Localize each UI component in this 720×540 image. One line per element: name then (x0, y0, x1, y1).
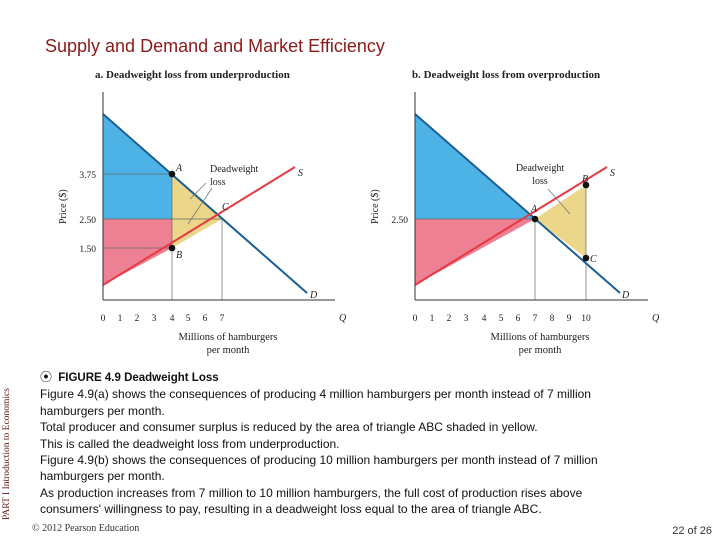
panel-b-supply-curve (414, 166, 608, 286)
panel-a-annotation-arrow-1 (189, 182, 207, 200)
panel-b-x-axis-label-line2: per month (519, 345, 563, 356)
panel-a-producer-surplus (103, 219, 172, 285)
panel-a-label-d: D (309, 290, 318, 301)
panel-b-annotation-arrow (547, 188, 571, 215)
panel-a-ytick-250: 2.50 (79, 216, 96, 226)
panel-b-xtick: 9 (567, 314, 572, 324)
caption-heading: ⦿ FIGURE 4.9 Deadweight Loss (40, 369, 670, 386)
panel-b-point-b (582, 181, 590, 189)
panel-a-x-axis-label-line1: Millions of hamburgers (179, 332, 278, 343)
panel-a-diagram: a. Deadweight loss from underproduction … (58, 69, 347, 356)
panel-b-point-c (582, 254, 590, 262)
figure-bullet-icon: ⦿ (40, 370, 53, 384)
panel-b-label-c: C (590, 254, 597, 265)
panel-a-annotation-line1: Deadweight (210, 164, 259, 175)
panel-a-q-label: Q (339, 313, 347, 324)
panel-b-title: b. Deadweight loss from overproduction (412, 69, 600, 81)
figure-label: FIGURE 4.9 (58, 372, 121, 384)
panel-b-y-axis-label: Price ($) (370, 189, 381, 224)
page-number: 22 of 26 (672, 525, 712, 537)
copyright-notice: © 2012 Pearson Education (32, 523, 140, 534)
figure-title: Deadweight Loss (124, 372, 219, 384)
panel-a-ytick-150: 1.50 (79, 245, 96, 255)
panel-b-label-d: D (621, 290, 630, 301)
panel-a-supply-curve (102, 166, 296, 286)
panel-b-point-a (531, 215, 539, 223)
side-label-text: PART I Introduction to Economics (2, 388, 12, 520)
side-label: PART I Introduction to Economics (2, 360, 16, 520)
panel-a-point-a (168, 170, 176, 178)
panel-a-x-axis-label-line2: per month (207, 345, 251, 356)
panel-b-producer-surplus (415, 219, 535, 285)
panel-b-x-axis-label-line1: Millions of hamburgers (491, 332, 590, 343)
caption-line: Figure 4.9(b) shows the consequences of … (40, 453, 598, 468)
panel-b-demand-curve (414, 113, 621, 294)
panel-b-annotation-line1: Deadweight (516, 163, 565, 174)
panel-b-label-a: A (530, 204, 538, 215)
panel-a-consumer-surplus (103, 114, 172, 219)
caption-line: consumers' willingness to pay, resulting… (40, 502, 542, 517)
panel-a-xtick: 6 (203, 314, 208, 324)
panel-a-xtick: 7 (220, 314, 225, 324)
panel-b-xtick: 2 (447, 314, 452, 324)
panel-a-label-c: C (222, 202, 229, 213)
caption-line: This is called the deadweight loss from … (40, 436, 340, 451)
panel-a-xtick: 4 (170, 314, 175, 324)
panel-a-xtick: 3 (152, 314, 157, 324)
panel-b-q-label: Q (652, 313, 660, 324)
panel-b-xtick: 10 (581, 314, 591, 324)
panel-b-ytick-250: 2.50 (391, 216, 408, 226)
panel-a-ytick-375: 3.75 (79, 171, 96, 181)
panel-a-xtick: 5 (186, 314, 191, 324)
figure-caption: ⦿ FIGURE 4.9 Deadweight Loss Figure 4.9(… (40, 369, 670, 518)
panel-b-xtick: 5 (499, 314, 504, 324)
panel-a-label-a: A (175, 163, 183, 174)
panel-a-label-s: S (298, 168, 303, 179)
slide-title: Supply and Demand and Market Efficiency (45, 36, 385, 56)
panel-a-demand-curve (102, 113, 308, 294)
panel-a-annotation-arrow-2 (187, 187, 213, 225)
caption-line: Total producer and consumer surplus is r… (40, 420, 538, 435)
panel-a-title: a. Deadweight loss from underproduction (95, 69, 290, 81)
panel-b-xtick: 8 (550, 314, 555, 324)
panel-b-deadweight-triangle (535, 185, 586, 258)
panel-a-xtick: 0 (101, 314, 106, 324)
panel-b-xtick: 0 (413, 314, 418, 324)
panel-b-xtick: 1 (430, 314, 435, 324)
panel-b-label-b: B (582, 174, 588, 185)
panel-b-annotation-line2: loss (532, 176, 548, 187)
caption-line: As production increases from 7 million t… (40, 485, 583, 500)
panel-a-label-b: B (176, 250, 182, 261)
panel-a-xtick: 2 (135, 314, 140, 324)
panel-b-xtick: 3 (464, 314, 469, 324)
caption-line: hamburgers per month. (40, 403, 165, 418)
panel-b-xtick: 4 (482, 314, 487, 324)
caption-line: Figure 4.9(a) shows the consequences of … (40, 387, 591, 402)
panel-b-xtick: 7 (533, 314, 538, 324)
panel-a-annotation-line2: loss (210, 177, 226, 188)
panel-b-diagram: b. Deadweight loss from overproduction A… (370, 69, 660, 356)
caption-line: hamburgers per month. (40, 469, 165, 484)
panel-a-xtick: 1 (118, 314, 123, 324)
panel-b-xtick: 6 (516, 314, 521, 324)
panel-b-label-s: S (610, 168, 615, 179)
panel-a-point-b (168, 244, 176, 252)
panel-a-y-axis-label: Price ($) (58, 189, 69, 224)
